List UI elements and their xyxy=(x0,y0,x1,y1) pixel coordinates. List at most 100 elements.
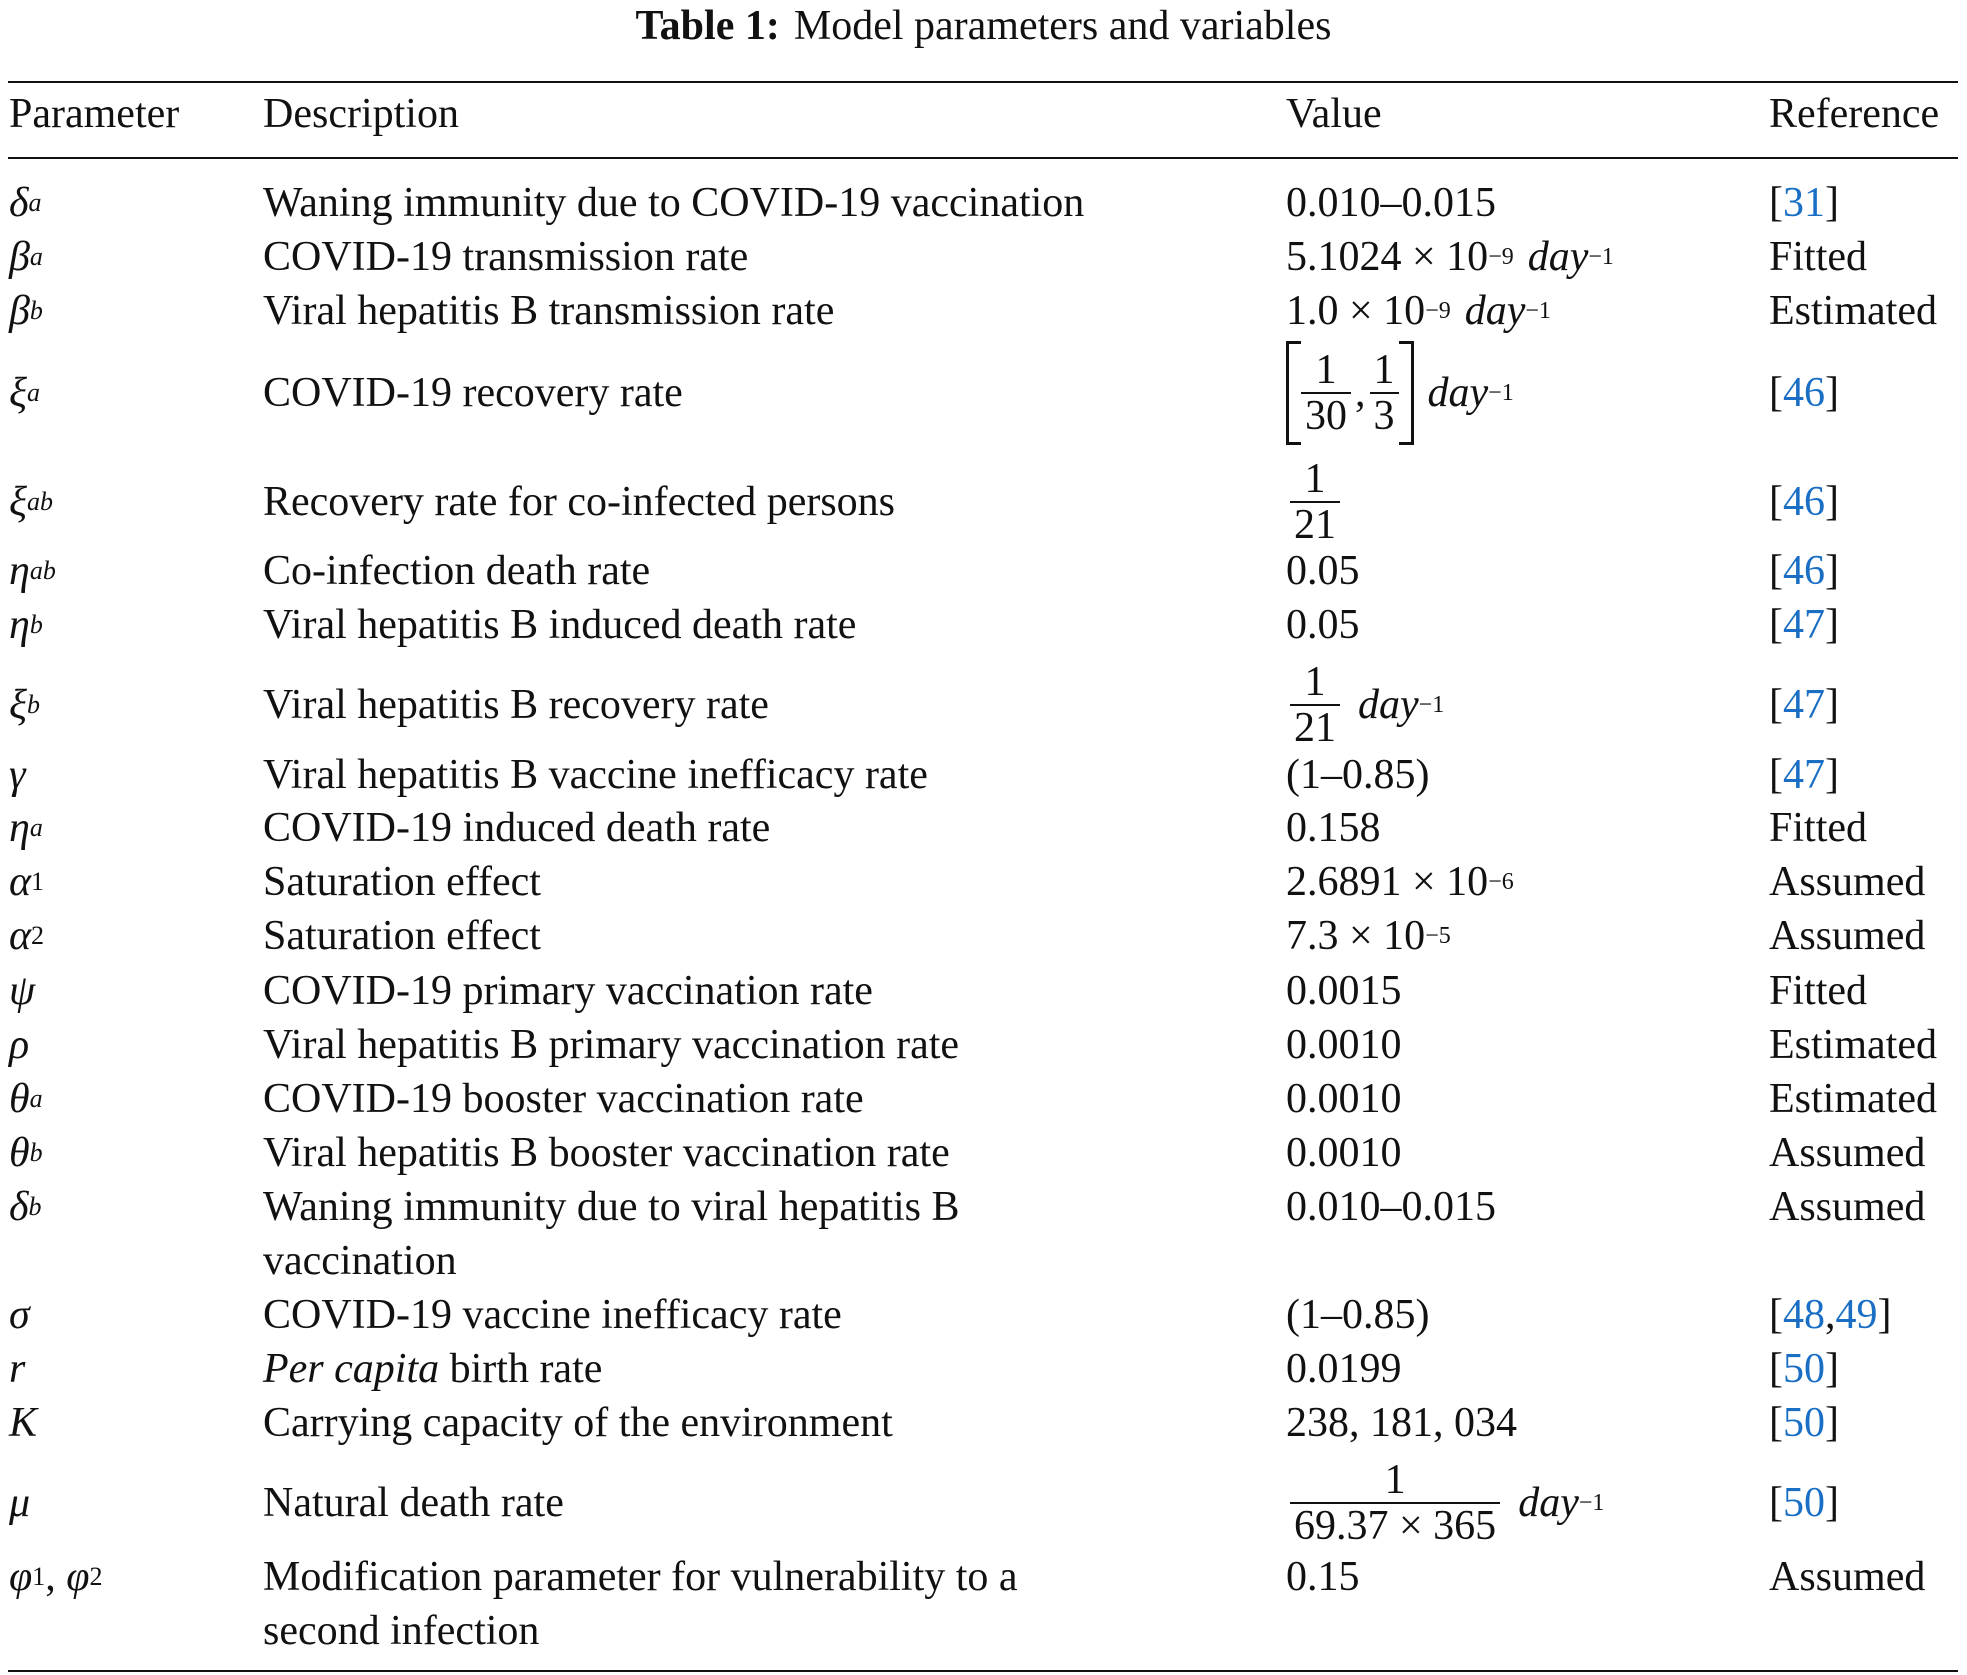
value: 1.0 × 10 −9 day −1 xyxy=(1286,284,1551,338)
description: COVID-19 vaccine inefficacy rate xyxy=(263,1288,842,1342)
parameter-symbol: μ xyxy=(9,1476,30,1530)
description-italic: Per capita xyxy=(263,1346,440,1392)
reference: [47] xyxy=(1769,678,1839,732)
table-label: Table 1: xyxy=(635,3,780,49)
reference-link[interactable]: 47 xyxy=(1783,752,1825,798)
parameter-symbol: γ xyxy=(9,748,26,802)
table-caption: Table 1: Model parameters and variables xyxy=(0,0,1967,52)
reference: Assumed xyxy=(1769,855,1925,909)
fraction: 1 21 xyxy=(1290,660,1340,750)
subscript: b xyxy=(27,690,40,719)
denominator: 3 xyxy=(1369,392,1399,438)
reference-link[interactable]: 46 xyxy=(1783,548,1825,594)
parameter-symbol: ρ xyxy=(9,1018,29,1072)
denominator: 21 xyxy=(1290,501,1340,547)
table-row: δ b Waning immunity due to viral hepatitis… xyxy=(0,1180,1967,1284)
bracket-close: ] xyxy=(1825,548,1839,594)
reference: Assumed xyxy=(1769,1180,1925,1234)
value: 1 21 day −1 xyxy=(1286,660,1444,750)
bracket-open: [ xyxy=(1769,1346,1783,1392)
bottom-rule xyxy=(8,1670,1958,1672)
reference: [47] xyxy=(1769,598,1839,652)
bracket-open: [ xyxy=(1769,479,1783,525)
reference-link[interactable]: 31 xyxy=(1783,180,1825,226)
reference: [46] xyxy=(1769,475,1839,529)
description-text: Viral hepatitis B primary vaccination ra… xyxy=(263,1022,960,1068)
reference-link[interactable]: 50 xyxy=(1783,1400,1825,1446)
description-line: Modification parameter for vulnerability… xyxy=(263,1554,1018,1600)
denominator: 69.37 × 365 xyxy=(1290,1502,1501,1548)
numerator: 1 xyxy=(1304,659,1326,705)
description: Natural death rate xyxy=(263,1476,564,1530)
value: 5.1024 × 10 −9 day −1 xyxy=(1286,230,1614,284)
description: Per capita birth rate xyxy=(263,1342,602,1396)
description: Waning immunity due to viral hepatitis B… xyxy=(263,1180,960,1288)
subscript: b xyxy=(28,1192,42,1221)
bracket-close: ] xyxy=(1825,1346,1839,1392)
bracket-open: [ xyxy=(1769,1292,1783,1338)
symbol: η xyxy=(9,602,30,648)
value-text: (1–0.85) xyxy=(1286,752,1430,798)
reference: Estimated xyxy=(1769,1018,1937,1072)
reference: Estimated xyxy=(1769,1072,1937,1126)
description: Waning immunity due to COVID-19 vaccinat… xyxy=(263,176,1084,230)
bracket-close: ] xyxy=(1825,1400,1839,1446)
table-row: γ Viral hepatitis B vaccine inefficacy ra… xyxy=(0,748,1967,802)
bracket-close: ] xyxy=(1825,479,1839,525)
comma: , xyxy=(1825,1292,1836,1338)
value-text: 0.0010 xyxy=(1286,1076,1402,1122)
description: COVID-19 primary vaccination rate xyxy=(263,964,873,1018)
reference-link[interactable]: 49 xyxy=(1835,1292,1878,1338)
symbol: η xyxy=(9,805,30,851)
symbol: β xyxy=(9,288,30,334)
unit: day xyxy=(1427,370,1489,416)
subscript: b xyxy=(29,296,43,325)
description-text: COVID-19 transmission rate xyxy=(263,234,749,280)
value: 0.010–0.015 xyxy=(1286,176,1496,230)
symbol: α xyxy=(9,913,32,959)
symbol: δ xyxy=(9,180,29,226)
numerator: 1 xyxy=(1304,456,1326,502)
parameter-symbol: K xyxy=(9,1396,37,1450)
value-text: 0.05 xyxy=(1286,548,1360,594)
reference-link[interactable]: 47 xyxy=(1783,602,1825,648)
reference-link[interactable]: 46 xyxy=(1783,370,1825,416)
reference-link[interactable]: 50 xyxy=(1783,1480,1825,1526)
value-text: 1.0 × 10 xyxy=(1286,288,1426,334)
table-row: α 1 Saturation effect 2.6891 × 10 −6 Assumed xyxy=(0,855,1967,909)
description: Viral hepatitis B transmission rate xyxy=(263,284,834,338)
reference-link[interactable]: 48 xyxy=(1783,1292,1825,1338)
value: 0.0015 xyxy=(1286,964,1402,1018)
value: 1 69.37 × 365 day −1 xyxy=(1286,1458,1604,1548)
reference-link[interactable]: 46 xyxy=(1783,479,1825,525)
reference-link[interactable]: 47 xyxy=(1783,682,1825,728)
value: 1 30, 1 3 day −1 xyxy=(1286,341,1514,445)
reference-text: Fitted xyxy=(1769,234,1868,280)
description: Carrying capacity of the environment xyxy=(263,1396,893,1450)
bracket-close: ] xyxy=(1825,180,1839,226)
unit: day xyxy=(1358,682,1419,728)
reference: Assumed xyxy=(1769,909,1925,963)
table-row: ρ Viral hepatitis B primary vaccination r… xyxy=(0,1018,1967,1072)
table-row: ψ COVID-19 primary vaccination rate 0.0015… xyxy=(0,964,1967,1018)
fraction: 1 69.37 × 365 xyxy=(1290,1458,1501,1548)
symbol: ψ xyxy=(9,968,36,1014)
symbol: ξ xyxy=(9,682,27,728)
numerator: 1 xyxy=(1315,347,1337,393)
description: Viral hepatitis B induced death rate xyxy=(263,598,856,652)
value: 238, 181, 034 xyxy=(1286,1396,1517,1450)
table-row: K Carrying capacity of the environment 238… xyxy=(0,1396,1967,1450)
reference-link[interactable]: 50 xyxy=(1783,1346,1825,1392)
description: Saturation effect xyxy=(263,855,541,909)
description-text: Viral hepatitis B vaccine inefficacy rat… xyxy=(263,752,928,798)
top-rule xyxy=(8,81,1958,83)
